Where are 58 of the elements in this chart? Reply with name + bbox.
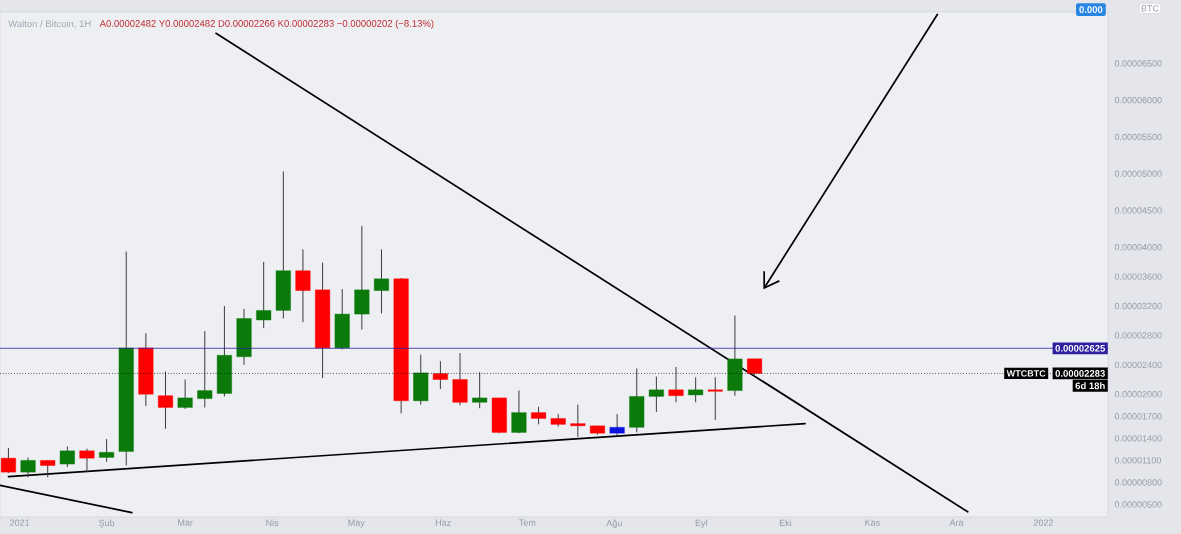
annotation: A0.00002482 Y0.00002482 D0.00002266 K0.00002283 −0.00000202 (−8.13%) (99, 19, 434, 29)
ref-line-label: 0.00002283 (1055, 370, 1105, 377)
candlestick (374, 248, 389, 314)
annotation: 6d 18h (1075, 382, 1105, 390)
y-tick-label: 0.00001400 (1114, 435, 1162, 442)
x-tick-label: Kas (865, 519, 880, 526)
x-tick-label: Eki (779, 519, 792, 527)
x-tick-label: Tem (519, 519, 536, 526)
candlestick (295, 248, 311, 323)
y-tick-label: 0.00002400 (1114, 361, 1162, 369)
candlestick (668, 366, 684, 403)
x-tick-label: Haz (435, 519, 451, 526)
candlestick (707, 376, 723, 421)
x-tick-label: Eyl (695, 519, 707, 528)
y-tick-label: 0.00001700 (1114, 413, 1162, 420)
candlestick (197, 330, 213, 408)
y-tick-label: 0.00002000 (1114, 391, 1162, 398)
candlestick (609, 413, 625, 437)
candlestick (158, 370, 173, 430)
y-tick-label: 0.00001100 (1114, 457, 1162, 464)
x-tick-label: Şub (99, 519, 115, 528)
candlestick (648, 376, 664, 413)
ref-line-label: 0.00002625 (1055, 344, 1106, 352)
x-tick-label: May (348, 519, 365, 528)
candlestick (0, 447, 16, 474)
x-tick-label: 2022 (1033, 519, 1054, 526)
y-tick-label: 0.00006500 (1114, 60, 1162, 67)
candlestick (256, 261, 272, 329)
y-tick-label: 0.00004000 (1114, 244, 1162, 251)
candlestick (99, 438, 115, 463)
candlestick (20, 456, 36, 478)
y-tick-label: 0.00003600 (1114, 273, 1162, 280)
x-tick-label: Nis (266, 519, 279, 527)
candlestick (177, 379, 193, 410)
y-tick-label: 0.00003200 (1114, 302, 1162, 310)
candlestick (79, 448, 95, 473)
annotation: WTCBTC (1006, 370, 1046, 377)
y-tick-label: 0.00000800 (1114, 479, 1162, 486)
y-tick-label: 0.00005000 (1114, 170, 1162, 177)
candlestick (472, 371, 488, 409)
candlestick (432, 360, 448, 390)
x-tick-label: Ağu (606, 519, 622, 529)
candlestick (688, 376, 704, 403)
y-tick-label: 0.00002800 (1114, 332, 1162, 339)
x-tick-label: Ara (949, 519, 964, 526)
annotation: 0.000 (1079, 6, 1103, 13)
candlestick (511, 390, 527, 434)
candlestick (570, 404, 586, 438)
y-tick-label: 0.00005500 (1114, 133, 1162, 141)
x-tick-label: 2021 (10, 519, 30, 526)
candlestick (452, 352, 468, 406)
y-tick-label: 0.00006000 (1114, 97, 1162, 104)
y-tick-label: 0.00000500 (1114, 501, 1162, 508)
text: BTC (1141, 5, 1159, 12)
y-tick-label: 0.00004500 (1114, 207, 1162, 214)
candlestick (59, 445, 75, 468)
x-tick-label: Mar (178, 519, 193, 526)
text: Walton / Bitcoin, 1H (8, 20, 91, 29)
